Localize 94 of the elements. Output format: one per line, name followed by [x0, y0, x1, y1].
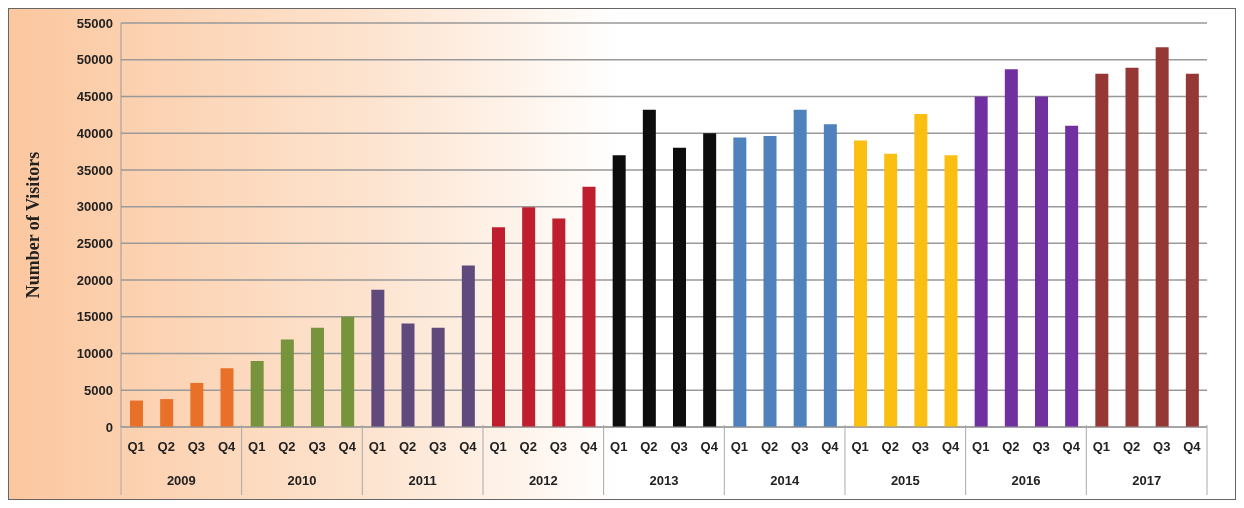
x-tick-label: Q4 [1183, 439, 1202, 454]
bar [884, 153, 898, 427]
y-tick-label: 5000 [84, 382, 113, 398]
bar [552, 218, 566, 427]
text: 2010 [287, 473, 317, 488]
bar [1185, 73, 1199, 427]
y-tick-label: 30000 [76, 199, 113, 215]
y-tick-label: 10000 [76, 346, 113, 362]
bar [612, 155, 626, 427]
y-tick-label: 35000 [76, 162, 113, 178]
x-tick-label: Q2 [398, 439, 417, 454]
x-tick-label: Q3 [429, 439, 447, 454]
text: 2015 [890, 473, 920, 488]
bar [914, 114, 928, 427]
x-tick-label: Q1 [127, 439, 145, 454]
y-tick-label: 0 [105, 419, 113, 435]
x-tick-label: Q1 [851, 439, 869, 454]
bar [250, 360, 264, 427]
bar [1095, 73, 1109, 427]
x-tick-label: Q3 [187, 439, 206, 454]
bar [130, 400, 143, 427]
bar [461, 265, 475, 427]
text: 2017 [1132, 473, 1162, 488]
bar [673, 147, 686, 427]
x-tick-label: Q1 [610, 439, 628, 454]
y-tick-label: 40000 [76, 125, 113, 141]
y-tick-label: 15000 [76, 309, 113, 325]
y-tick-label: 25000 [76, 235, 113, 251]
bar [582, 186, 596, 427]
bar [371, 289, 385, 427]
bar [311, 327, 324, 427]
x-tick-label: Q4 [338, 439, 357, 454]
x-tick-label: Q1 [248, 439, 266, 454]
bar [733, 137, 747, 427]
bar [492, 227, 505, 427]
bar [431, 327, 445, 427]
x-tick-label: Q3 [308, 439, 326, 454]
y-tick-label: 50000 [76, 52, 113, 68]
x-tick-label: Q2 [760, 439, 779, 454]
x-tick-label: Q1 [972, 439, 990, 454]
x-tick-label: Q4 [700, 439, 719, 454]
x-tick-label: Q2 [1122, 439, 1141, 454]
x-tick-label: Q2 [881, 439, 899, 454]
x-tick-label: Q4 [1062, 439, 1081, 454]
bar [793, 109, 807, 427]
bar [220, 368, 234, 427]
x-tick-label: Q3 [670, 439, 688, 454]
bar [1065, 125, 1079, 427]
bar [1155, 47, 1169, 427]
bar [522, 207, 536, 427]
x-tick-label: Q1 [1092, 439, 1111, 454]
bar [190, 382, 204, 427]
bar [160, 399, 174, 427]
x-tick-label: Q2 [278, 439, 296, 454]
bar [823, 124, 837, 427]
x-tick-label: Q4 [459, 439, 478, 454]
x-tick-label: Q4 [821, 439, 840, 454]
bar [944, 155, 958, 427]
x-tick-label: Q3 [549, 439, 568, 454]
x-tick-label: Q2 [1002, 439, 1020, 454]
x-tick-label: Q1 [368, 439, 387, 454]
x-tick-label: Q4 [941, 439, 961, 454]
bar [1004, 69, 1018, 427]
text: 2013 [649, 473, 679, 488]
text: 2012 [528, 473, 558, 488]
text: 2014 [770, 473, 800, 488]
x-tick-label: Q3 [911, 439, 930, 454]
y-tick-label: 55000 [76, 15, 113, 31]
text: 2009 [166, 473, 196, 488]
x-tick-label: Q3 [791, 439, 809, 454]
x-tick-label: Q1 [489, 439, 507, 454]
y-tick-label: 20000 [76, 272, 113, 288]
x-tick-label: Q3 [1032, 439, 1050, 454]
bar [1125, 67, 1139, 427]
bar [1035, 96, 1048, 427]
y-tick-label: 45000 [76, 89, 113, 105]
bar [341, 316, 355, 427]
y-axis-title: Number of Visitors [23, 151, 44, 299]
bar [703, 133, 717, 427]
x-tick-label: Q4 [217, 439, 237, 454]
text: 2011 [408, 473, 437, 488]
x-tick-label: Q4 [579, 439, 599, 454]
bar [401, 323, 415, 427]
bar [280, 339, 294, 427]
x-tick-label: Q1 [730, 439, 749, 454]
bar [854, 140, 867, 427]
x-tick-label: Q2 [519, 439, 537, 454]
x-tick-label: Q3 [1153, 439, 1171, 454]
x-tick-label: Q2 [157, 439, 175, 454]
text: 2016 [1011, 473, 1041, 488]
bar [974, 96, 988, 427]
bar [642, 109, 656, 427]
bar [763, 136, 777, 427]
x-tick-label: Q2 [640, 439, 658, 454]
